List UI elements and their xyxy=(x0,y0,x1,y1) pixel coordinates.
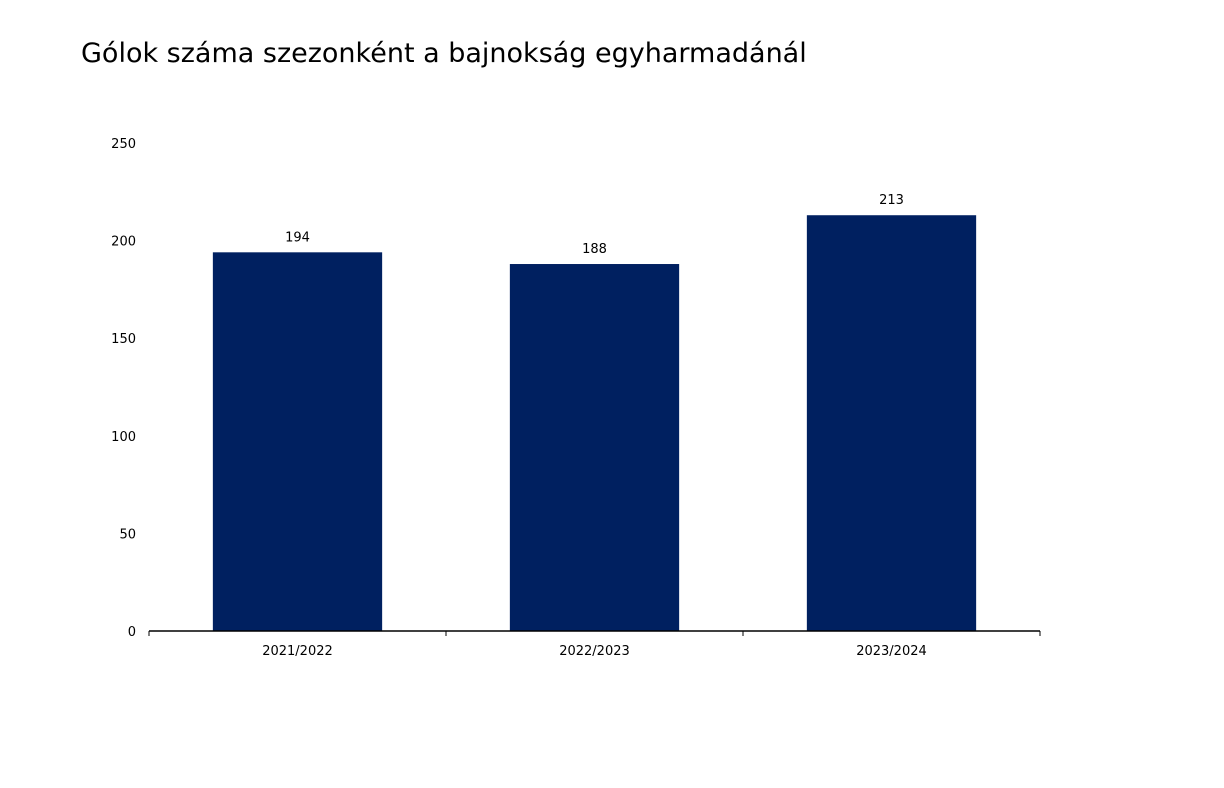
bar xyxy=(509,264,680,631)
bar xyxy=(212,252,383,631)
y-tick-label: 250 xyxy=(111,137,136,152)
y-tick-label: 200 xyxy=(111,235,136,250)
bar-value-label: 194 xyxy=(285,230,310,245)
x-axis xyxy=(148,630,1041,636)
y-axis-ticks: 0 50 100 150 200 250 xyxy=(111,137,136,640)
x-tick-label: 2021/2022 xyxy=(262,644,333,659)
bar-value-label: 188 xyxy=(582,242,607,257)
bar-value-label: 213 xyxy=(879,193,904,208)
y-tick-label: 100 xyxy=(111,430,136,445)
bars-group xyxy=(212,215,977,631)
x-axis-ticks: 2021/2022 2022/2023 2023/2024 xyxy=(262,644,927,659)
y-tick-label: 50 xyxy=(119,527,136,542)
x-tick-label: 2023/2024 xyxy=(856,644,927,659)
chart-title: Gólok száma szezonként a bajnokság egyha… xyxy=(81,38,807,69)
y-tick-label: 0 xyxy=(128,625,136,640)
y-tick-label: 150 xyxy=(111,332,136,347)
data-labels-group: 194 188 213 xyxy=(285,193,904,257)
bar xyxy=(806,215,977,631)
x-tick-label: 2022/2023 xyxy=(559,644,630,659)
